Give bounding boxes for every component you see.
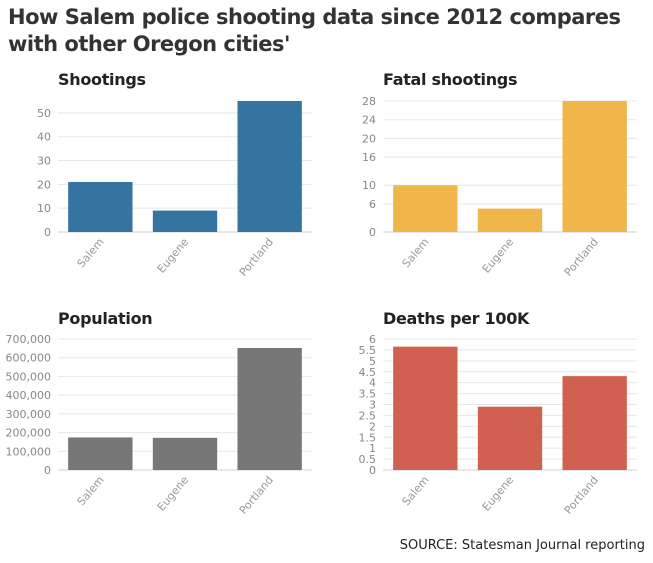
y-tick-label: 3	[369, 399, 376, 412]
x-tick-label: Portland	[237, 474, 276, 517]
chart-deaths-per-100k: 00.511.522.533.544.555.56 Salem Eugene Port…	[359, 333, 637, 517]
y-tick-label: 400,000	[6, 389, 52, 402]
y-tick-label: 10	[37, 202, 51, 215]
y-tick-label: 1.5	[359, 431, 377, 444]
source-note: SOURCE: Statesman Journal reporting	[399, 538, 645, 553]
y-tick-label: 6	[369, 198, 376, 211]
y-tick-label: 0.5	[359, 453, 377, 466]
y-tick-label: 20	[362, 132, 376, 145]
bar-portland	[562, 101, 627, 232]
panel-title-population: Population	[58, 309, 153, 328]
panel-title-shootings: Shootings	[58, 70, 146, 89]
x-tick-label: Eugene	[155, 473, 192, 513]
panel-title-fatal-shootings: Fatal shootings	[383, 70, 518, 89]
x-tick-label: Eugene	[480, 473, 517, 513]
y-tick-label: 4.5	[359, 366, 377, 379]
y-tick-label: 700,000	[6, 333, 52, 346]
bar-eugene	[477, 208, 543, 232]
y-tick-label: 500,000	[6, 370, 52, 383]
y-tick-label: 4	[369, 377, 376, 390]
bar-salem	[393, 346, 458, 470]
bar-salem	[68, 437, 133, 470]
bar-eugene	[152, 437, 218, 470]
bar-eugene	[152, 210, 218, 232]
panel-title-deaths-per-100k: Deaths per 100K	[383, 309, 530, 328]
bar-salem	[68, 181, 133, 232]
y-tick-label: 2	[369, 420, 376, 433]
x-tick-label: Salem	[75, 236, 107, 271]
y-tick-label: 6	[369, 333, 376, 346]
y-tick-label: 0	[369, 464, 376, 477]
y-tick-label: 600,000	[6, 352, 52, 365]
x-tick-label: Salem	[400, 236, 432, 271]
y-tick-label: 40	[37, 131, 51, 144]
bar-portland	[237, 347, 302, 470]
bar-eugene	[477, 406, 543, 470]
y-tick-label: 20	[37, 178, 51, 191]
x-tick-label: Eugene	[155, 235, 192, 275]
y-tick-label: 200,000	[6, 427, 52, 440]
y-tick-label: 24	[362, 114, 376, 127]
y-tick-label: 300,000	[6, 408, 52, 421]
y-tick-label: 0	[44, 226, 51, 239]
x-tick-label: Salem	[400, 474, 432, 509]
y-tick-label: 0	[369, 226, 376, 239]
x-tick-label: Salem	[75, 474, 107, 509]
bar-portland	[562, 376, 627, 470]
y-tick-label: 0	[44, 464, 51, 477]
y-tick-label: 1	[369, 442, 376, 455]
y-tick-label: 100,000	[6, 445, 52, 458]
y-tick-label: 30	[37, 155, 51, 168]
y-tick-label: 2.5	[359, 409, 377, 422]
x-tick-label: Eugene	[480, 235, 517, 275]
y-tick-label: 5.5	[359, 344, 377, 357]
x-tick-label: Portland	[562, 474, 601, 517]
y-tick-label: 50	[37, 107, 51, 120]
y-tick-label: 3.5	[359, 388, 377, 401]
y-tick-label: 16	[362, 151, 376, 164]
chart-fatal-shootings: 0 6 10 16 20 24 28 Salem Eugene Portland	[362, 95, 637, 279]
y-tick-label: 28	[362, 95, 376, 108]
bar-portland	[237, 101, 302, 232]
chart-population: 0 100,000 200,000 300,000 400,000 500,000 600,…	[6, 333, 312, 517]
y-tick-label: 5	[369, 355, 376, 368]
x-tick-label: Portland	[562, 236, 601, 279]
chart-shootings: 0 10 20 30 40 50 Salem Eugene Portland	[37, 101, 312, 279]
y-tick-label: 10	[362, 179, 376, 192]
bar-salem	[393, 185, 458, 232]
chart-title: How Salem police shooting data since 201…	[8, 5, 621, 56]
x-tick-label: Portland	[237, 236, 276, 279]
